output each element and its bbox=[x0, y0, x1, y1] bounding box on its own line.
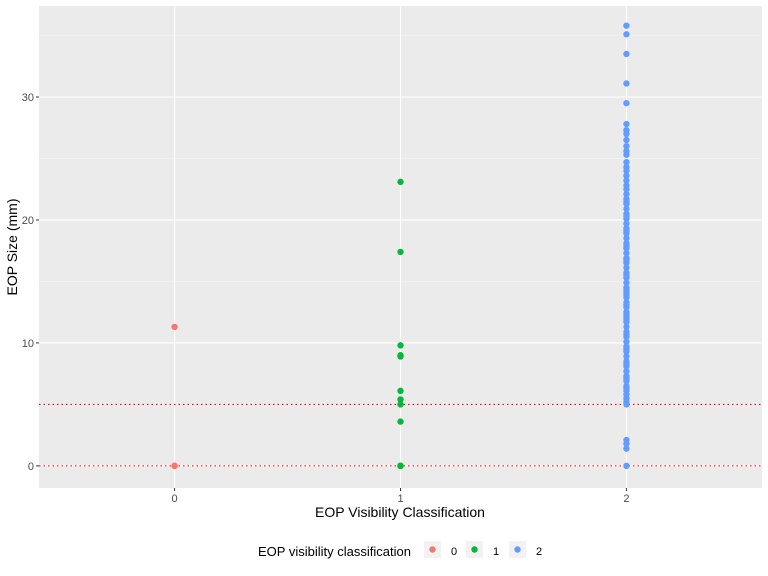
legend-label: 1 bbox=[493, 546, 499, 558]
data-point bbox=[623, 311, 630, 318]
data-point bbox=[623, 286, 630, 294]
data-point bbox=[397, 396, 404, 403]
data-point bbox=[623, 338, 630, 345]
data-point bbox=[623, 198, 630, 205]
data-point bbox=[623, 213, 630, 220]
data-point bbox=[623, 360, 630, 368]
data-point bbox=[623, 172, 630, 179]
data-point bbox=[397, 178, 404, 186]
data-point bbox=[623, 375, 630, 382]
data-point bbox=[623, 462, 630, 470]
legend-label: 2 bbox=[536, 546, 542, 558]
data-point bbox=[623, 301, 630, 308]
legend-label: 0 bbox=[451, 546, 457, 558]
data-point bbox=[623, 227, 630, 235]
legend-swatch bbox=[514, 546, 521, 553]
data-point bbox=[397, 248, 404, 256]
data-point bbox=[623, 80, 630, 87]
data-point bbox=[397, 462, 404, 470]
data-point bbox=[623, 50, 630, 58]
data-point bbox=[623, 264, 630, 272]
data-point bbox=[397, 342, 404, 349]
data-point bbox=[623, 31, 630, 38]
data-point bbox=[623, 99, 630, 107]
data-point bbox=[623, 401, 630, 408]
data-point bbox=[623, 323, 630, 331]
legend-swatch bbox=[429, 546, 436, 553]
y-tick-label: 30 bbox=[22, 92, 34, 104]
x-tick-label: 2 bbox=[623, 493, 629, 505]
data-point bbox=[623, 158, 630, 166]
data-point bbox=[397, 418, 404, 425]
data-point bbox=[623, 205, 630, 213]
data-point bbox=[623, 331, 630, 338]
y-tick-label: 10 bbox=[22, 338, 34, 350]
data-point bbox=[623, 385, 630, 392]
x-axis-ticks: 0 1 2 bbox=[172, 488, 630, 505]
data-point bbox=[623, 136, 630, 144]
legend-items: 0 1 2 bbox=[424, 541, 542, 558]
legend-swatch bbox=[471, 546, 478, 553]
data-point bbox=[623, 177, 630, 184]
data-point bbox=[397, 353, 404, 360]
data-point bbox=[623, 167, 630, 174]
data-point bbox=[623, 440, 630, 447]
data-point bbox=[623, 345, 630, 353]
data-point bbox=[623, 445, 630, 452]
data-point bbox=[171, 323, 178, 331]
data-point bbox=[623, 130, 630, 138]
data-point bbox=[623, 151, 630, 158]
data-point bbox=[623, 367, 630, 375]
data-point bbox=[623, 190, 630, 198]
data-points bbox=[171, 22, 630, 470]
data-point bbox=[623, 249, 630, 257]
data-point bbox=[623, 279, 630, 286]
data-point bbox=[623, 220, 630, 227]
data-point bbox=[623, 186, 630, 193]
data-point bbox=[623, 142, 630, 150]
data-point bbox=[623, 353, 630, 360]
x-tick-label: 1 bbox=[397, 493, 403, 505]
data-point bbox=[623, 242, 630, 249]
data-point bbox=[623, 22, 630, 29]
y-tick-label: 0 bbox=[28, 461, 34, 473]
data-point bbox=[623, 316, 630, 323]
y-axis-title: EOP Size (mm) bbox=[4, 199, 20, 296]
data-point bbox=[623, 291, 630, 299]
data-point bbox=[397, 401, 404, 408]
data-point bbox=[623, 120, 630, 128]
legend-title: EOP visibility classification bbox=[258, 544, 411, 559]
x-tick-label: 0 bbox=[172, 493, 178, 505]
legend: EOP visibility classification 0 1 2 bbox=[258, 541, 542, 559]
x-axis-title: EOP Visibility Classification bbox=[315, 504, 485, 520]
y-tick-label: 20 bbox=[22, 215, 34, 227]
data-point bbox=[623, 257, 630, 264]
data-point bbox=[623, 235, 630, 242]
y-axis-ticks: 0 10 20 30 bbox=[22, 92, 39, 473]
data-point bbox=[623, 272, 630, 279]
data-point bbox=[171, 462, 178, 470]
data-point bbox=[397, 387, 404, 395]
